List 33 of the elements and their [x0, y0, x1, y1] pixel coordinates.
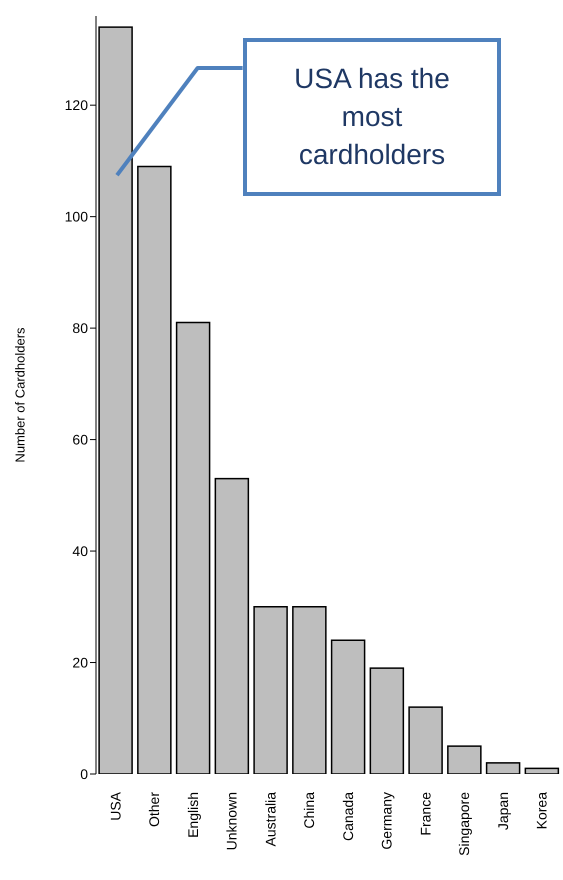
x-tick-label: Korea — [534, 792, 550, 830]
x-tick-label: Canada — [340, 792, 356, 842]
bar — [292, 606, 327, 774]
y-tick-label: 60 — [72, 432, 88, 448]
y-tick-label: 0 — [80, 766, 88, 782]
bar — [330, 639, 366, 774]
bar — [214, 478, 250, 774]
bar — [98, 26, 133, 774]
bar — [524, 768, 560, 774]
bar — [370, 667, 404, 774]
x-tick-label: USA — [107, 791, 124, 821]
x-tick-label: Japan — [494, 792, 511, 830]
x-tick-label: France — [417, 792, 434, 836]
x-tick-label: Unknown — [224, 792, 240, 850]
x-tick-label: Australia — [262, 792, 278, 846]
y-axis-title: Number of Cardholders — [12, 326, 28, 463]
y-tick-label: 20 — [72, 654, 88, 670]
y-tick-label: 120 — [64, 97, 88, 114]
x-tick-label: Other — [146, 792, 162, 828]
x-tick-label: Singapore — [456, 792, 472, 856]
y-tick-label: 40 — [72, 543, 88, 560]
bar — [137, 166, 172, 774]
y-tick-label: 100 — [64, 208, 88, 225]
bar — [408, 706, 443, 774]
x-tick-label: Germany — [378, 792, 395, 850]
x-tick-label: English — [184, 792, 201, 838]
x-tick-label: China — [301, 792, 318, 829]
bar — [447, 745, 482, 774]
annotation: USA has the most cardholders — [243, 38, 501, 196]
y-tick-label: 80 — [72, 320, 88, 336]
bar — [486, 762, 520, 774]
bar — [253, 606, 288, 774]
bar — [176, 322, 210, 774]
